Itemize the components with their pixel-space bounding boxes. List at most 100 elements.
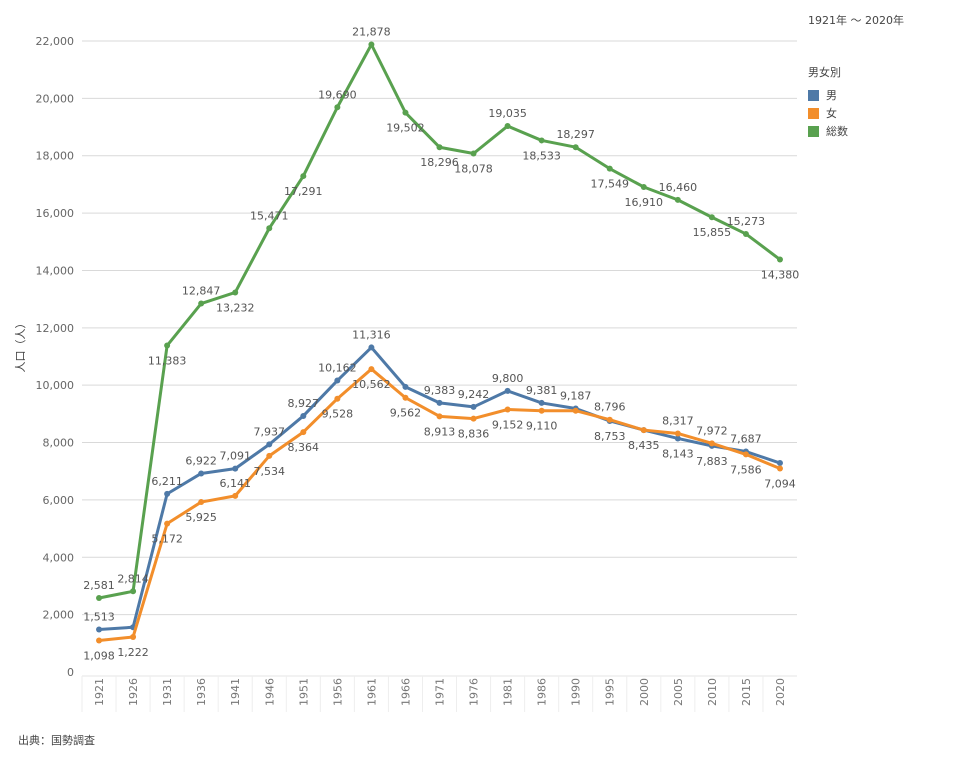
data-label: 19,502 (386, 122, 425, 135)
x-tick-label: 1961 (365, 678, 378, 706)
data-label: 1,222 (117, 646, 149, 659)
data-point (674, 430, 681, 437)
x-tick-label: 1951 (297, 678, 310, 706)
data-point (402, 383, 409, 390)
y-tick-label: 0 (67, 666, 74, 679)
data-label: 6,211 (151, 475, 183, 488)
y-axis: 0 2,000 4,000 6,000 8,000 10,000 12,000 14,000 1… (36, 35, 75, 679)
x-tick-label: 1926 (127, 678, 140, 706)
data-point (266, 225, 273, 232)
y-tick-label: 12,000 (36, 322, 75, 335)
legend-item-female[interactable]: 女 (808, 104, 848, 122)
data-label: 2,814 (117, 572, 149, 585)
data-point (198, 499, 205, 506)
x-tick-label: 1941 (229, 678, 242, 706)
data-label: 11,316 (352, 328, 391, 341)
data-label: 8,143 (662, 447, 694, 460)
data-point (776, 460, 783, 467)
period-label: 1921年 ～ 2020年 (808, 14, 904, 27)
data-point (606, 165, 613, 172)
data-point (164, 490, 171, 497)
x-tick-label: 2000 (638, 678, 651, 706)
data-point (164, 520, 171, 527)
data-label: 13,232 (216, 301, 255, 314)
y-tick-label: 2,000 (43, 609, 75, 622)
data-point (776, 256, 783, 263)
data-point (708, 440, 715, 447)
x-tick-label: 2005 (672, 678, 685, 706)
legend-label: 男 (826, 89, 837, 102)
data-point (470, 403, 477, 410)
data-label: 18,296 (420, 156, 459, 169)
legend-swatch (808, 107, 819, 119)
data-label: 15,273 (727, 215, 766, 228)
data-point (436, 413, 443, 420)
data-point (96, 626, 103, 633)
data-point (300, 412, 307, 419)
y-tick-label: 4,000 (43, 551, 75, 564)
data-point (368, 41, 375, 48)
data-point (538, 407, 545, 414)
data-point (368, 344, 375, 351)
data-label: 7,883 (696, 455, 728, 468)
data-label: 10,562 (352, 378, 391, 391)
data-label: 7,972 (696, 424, 728, 437)
data-point (130, 588, 137, 595)
x-tick-label: 1931 (161, 678, 174, 706)
source-note: 出典：国勢調査 (18, 734, 95, 747)
data-label: 7,586 (730, 463, 762, 476)
x-tick-label: 2015 (740, 678, 753, 706)
data-label: 9,110 (526, 420, 558, 433)
y-tick-label: 18,000 (36, 150, 75, 163)
data-point (334, 395, 341, 402)
data-point (436, 399, 443, 406)
data-label: 10,162 (318, 362, 357, 375)
data-label: 9,242 (458, 388, 490, 401)
data-label: 9,528 (322, 408, 354, 421)
legend-item-male[interactable]: 男 (808, 86, 848, 104)
y-tick-label: 14,000 (36, 264, 75, 277)
data-label: 8,435 (628, 439, 660, 452)
x-tick-label: 1946 (263, 678, 276, 706)
data-point (96, 594, 103, 601)
y-tick-label: 22,000 (36, 35, 75, 48)
data-label: 17,291 (284, 185, 323, 198)
data-point (674, 435, 681, 442)
data-point (266, 441, 273, 448)
data-point (776, 465, 783, 472)
data-label: 15,855 (693, 226, 732, 239)
data-label: 7,094 (764, 478, 796, 491)
data-label: 1,098 (83, 650, 115, 663)
x-tick-label: 1966 (399, 678, 412, 706)
data-label: 8,317 (662, 414, 694, 427)
data-label: 18,078 (454, 162, 493, 175)
data-point (402, 394, 409, 401)
data-point (368, 366, 375, 373)
data-point (300, 173, 307, 180)
legend-swatch (808, 89, 819, 101)
data-label: 8,796 (594, 401, 626, 414)
data-label: 7,091 (219, 450, 251, 463)
data-label: 8,364 (288, 441, 320, 454)
x-axis: 1921 1926 1931 1936 1941 1946 1951 1956 1961 1966… (81, 675, 797, 712)
data-label: 18,533 (522, 149, 561, 162)
y-axis-title: 人口（人） (14, 317, 27, 373)
legend-item-total[interactable]: 総数 (808, 122, 848, 140)
x-tick-label: 1936 (195, 678, 208, 706)
x-tick-label: 1981 (502, 678, 515, 706)
legend: 男女別 男 女 総数 (808, 64, 848, 140)
data-label: 9,383 (424, 384, 456, 397)
data-label: 9,562 (390, 407, 422, 420)
data-point (742, 230, 749, 237)
data-point (334, 104, 341, 111)
data-point (470, 150, 477, 157)
data-label: 9,800 (492, 372, 524, 385)
data-label: 1,513 (83, 610, 115, 623)
grid (82, 40, 797, 616)
legend-label: 総数 (826, 125, 848, 138)
data-label: 15,471 (250, 209, 289, 222)
data-point (504, 406, 511, 413)
data-label: 6,922 (185, 454, 217, 467)
x-tick-label: 1995 (604, 678, 617, 706)
data-point (436, 144, 443, 151)
